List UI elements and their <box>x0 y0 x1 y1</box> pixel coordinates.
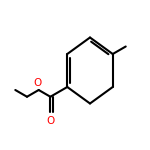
Text: O: O <box>33 78 41 88</box>
Text: O: O <box>46 116 54 126</box>
